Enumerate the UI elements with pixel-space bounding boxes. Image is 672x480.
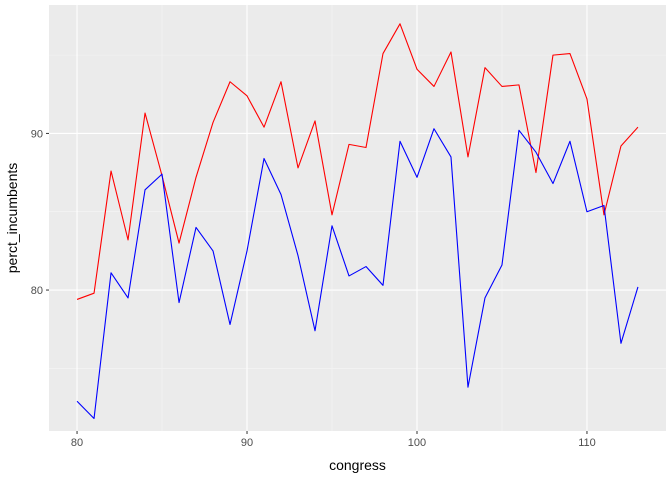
x-tick-label: 100: [408, 437, 426, 449]
series-line-1: [76, 23, 639, 300]
x-tick-label: 80: [71, 437, 83, 449]
series-lines: [76, 23, 639, 420]
y-tick-label: 90: [31, 128, 43, 140]
y-tick-label: 80: [31, 285, 43, 297]
x-tick-label: 110: [578, 437, 596, 449]
minor-gridlines: [49, 5, 666, 431]
plot-panel: [49, 5, 666, 431]
y-axis: 80 90: [31, 128, 49, 297]
x-axis-title: congress: [329, 457, 386, 473]
y-axis-title: perct_incumbents: [4, 163, 20, 274]
x-axis: 80 90 100 110: [71, 431, 596, 449]
major-gridlines: [49, 5, 666, 431]
series-line-2: [76, 128, 639, 420]
x-tick-label: 90: [241, 437, 253, 449]
